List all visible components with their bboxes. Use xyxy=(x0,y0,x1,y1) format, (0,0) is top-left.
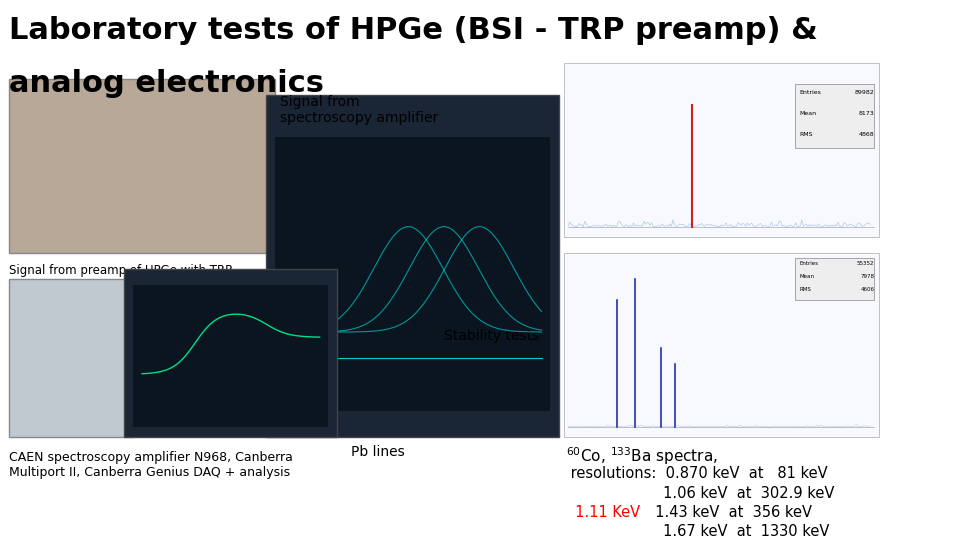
Text: 1.43 keV  at  356 keV: 1.43 keV at 356 keV xyxy=(646,505,812,520)
Text: Pb lines: Pb lines xyxy=(350,446,404,460)
Text: 89982: 89982 xyxy=(854,90,875,94)
Text: 7978: 7978 xyxy=(860,274,875,279)
FancyBboxPatch shape xyxy=(266,95,560,437)
Text: Entries: Entries xyxy=(799,90,821,94)
Text: CAEN spectroscopy amplifier N968, Canberra
Multiport II, Canberra Genius DAQ + a: CAEN spectroscopy amplifier N968, Canber… xyxy=(9,451,293,478)
Text: 8173: 8173 xyxy=(859,111,875,116)
FancyBboxPatch shape xyxy=(564,63,879,237)
FancyBboxPatch shape xyxy=(276,137,550,411)
Text: $^{60}$Co, $^{133}$Ba spectra,: $^{60}$Co, $^{133}$Ba spectra, xyxy=(566,446,718,467)
FancyBboxPatch shape xyxy=(795,84,875,147)
FancyBboxPatch shape xyxy=(133,285,328,427)
Text: 1.06 keV  at  302.9 keV: 1.06 keV at 302.9 keV xyxy=(566,486,835,501)
Text: 4606: 4606 xyxy=(860,287,875,292)
Text: 4868: 4868 xyxy=(859,132,875,137)
Text: 1.11 KeV: 1.11 KeV xyxy=(566,505,640,520)
Text: Mean: Mean xyxy=(799,111,816,116)
FancyBboxPatch shape xyxy=(564,253,879,437)
Text: 1.67 keV  at  1330 keV: 1.67 keV at 1330 keV xyxy=(566,524,829,539)
Text: RMS: RMS xyxy=(799,132,812,137)
Text: Signal from preamp of HPGe with TRP: Signal from preamp of HPGe with TRP xyxy=(9,264,232,276)
FancyBboxPatch shape xyxy=(9,79,276,253)
FancyBboxPatch shape xyxy=(9,279,133,437)
Text: 55352: 55352 xyxy=(857,261,875,266)
Text: Signal from
spectroscopy amplifier: Signal from spectroscopy amplifier xyxy=(279,95,438,125)
Text: RMS: RMS xyxy=(799,287,811,292)
Text: Entries: Entries xyxy=(799,261,818,266)
Text: Stability tests: Stability tests xyxy=(444,329,540,343)
FancyBboxPatch shape xyxy=(795,258,875,300)
Text: analog electronics: analog electronics xyxy=(9,69,324,98)
Text: Mean: Mean xyxy=(799,274,814,279)
Text: Laboratory tests of HPGe (BSI - TRP preamp) &: Laboratory tests of HPGe (BSI - TRP prea… xyxy=(9,16,818,45)
FancyBboxPatch shape xyxy=(124,269,337,437)
Text: resolutions:  0.870 keV  at   81 keV: resolutions: 0.870 keV at 81 keV xyxy=(566,467,828,482)
